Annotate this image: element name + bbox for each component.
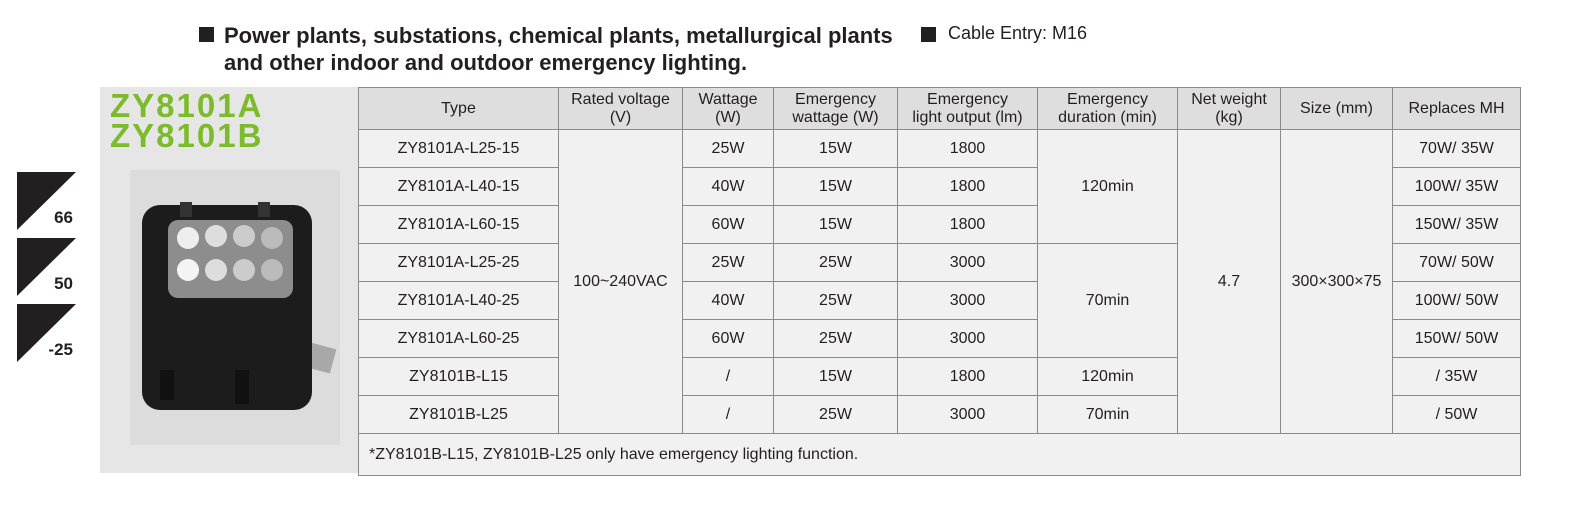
badge-value: 66 <box>54 208 73 227</box>
emergency-wattage-cell: 15W <box>773 129 898 168</box>
wattage-cell: / <box>682 395 774 434</box>
type-cell: ZY8101A-L60-15 <box>358 205 559 244</box>
badge-icon <box>17 304 76 362</box>
type-cell: ZY8101A-L60-25 <box>358 319 559 358</box>
bullet <box>199 27 214 42</box>
header-cell: Type <box>358 87 559 130</box>
footnote-row: *ZY8101B-L15, ZY8101B-L25 only have emer… <box>358 433 1521 476</box>
badge-value: -25 <box>48 340 73 359</box>
duration-cell: 70min <box>1037 395 1178 434</box>
header-cell: Wattage (W) <box>682 87 774 130</box>
type-cell: ZY8101A-L40-25 <box>358 281 559 320</box>
light-output-cell: 3000 <box>897 243 1038 282</box>
type-cell: ZY8101B-L25 <box>358 395 559 434</box>
emergency-wattage-cell: 25W <box>773 319 898 358</box>
type-cell: ZY8101A-L25-15 <box>358 129 559 168</box>
light-output-cell: 3000 <box>897 395 1038 434</box>
badge-icon <box>17 238 76 296</box>
table-row: ZY8101A-L40-15 40W 15W 1800 100W/ 35W <box>358 167 1521 206</box>
light-output-cell: 1800 <box>897 129 1038 168</box>
table-row: ZY8101A-L25-15 100~240VAC 25W 15W 1800 120min… <box>358 129 1521 434</box>
wattage-cell: 60W <box>682 319 774 358</box>
emergency-wattage-cell: 15W <box>773 357 898 396</box>
duration-cell: 70min <box>1037 243 1178 358</box>
badge: IP 66 <box>17 170 76 230</box>
replaces-cell: 70W/ 50W <box>1392 243 1521 282</box>
table-row: ZY8101A-L60-15 60W 15W 1800 150W/ 35W <box>358 205 1521 244</box>
replaces-cell: 70W/ 35W <box>1392 129 1521 168</box>
emergency-wattage-cell: 25W <box>773 243 898 282</box>
bullet <box>921 27 936 42</box>
type-cell: ZY8101A-L40-15 <box>358 167 559 206</box>
product-image <box>130 170 340 445</box>
duration-cell: 120min <box>1037 357 1178 396</box>
emergency-wattage-cell: 25W <box>773 395 898 434</box>
model-name: ZY8101A <box>110 87 264 124</box>
size-cell: 300×300×75 <box>1280 129 1393 434</box>
table-row: ZY8101A-L60-25 60W 25W 3000 150W/ 50W <box>358 319 1521 358</box>
table-row: ZY8101A-L25-25 25W 25W 3000 70min 70W/ 50W <box>358 243 1521 358</box>
emergency-wattage-cell: 15W <box>773 167 898 206</box>
replaces-cell: 100W/ 50W <box>1392 281 1521 320</box>
header-cell: Emergency wattage (W) <box>773 87 898 130</box>
replaces-cell: 150W/ 35W <box>1392 205 1521 244</box>
light-output-cell: 1800 <box>897 167 1038 206</box>
light-output-cell: 3000 <box>897 281 1038 320</box>
footnote: *ZY8101B-L15, ZY8101B-L25 only have emer… <box>358 433 1521 476</box>
model-name: ZY8101B <box>110 117 264 154</box>
replaces-cell: 150W/ 50W <box>1392 319 1521 358</box>
header-cell: Size (mm) <box>1280 87 1393 130</box>
badge-label: Ta <box>19 302 47 330</box>
wattage-cell: 25W <box>682 243 774 282</box>
wattage-cell: 40W <box>682 281 774 320</box>
badge: Ta -25 <box>17 302 76 362</box>
emergency-wattage-cell: 15W <box>773 205 898 244</box>
badge-label: IP <box>19 170 43 198</box>
spec-table: Type Rated voltage (V) Wattage (W) Emergenc… <box>358 87 1521 476</box>
wattage-cell: 40W <box>682 167 774 206</box>
replaces-cell: / 35W <box>1392 357 1521 396</box>
wattage-cell: / <box>682 357 774 396</box>
header-cell: Emergency duration (min) <box>1037 87 1178 130</box>
header-cell: Emergency light output (lm) <box>897 87 1038 130</box>
header-cell: Replaces MH <box>1392 87 1521 130</box>
duration-cell: 120min <box>1037 129 1178 244</box>
wattage-cell: 25W <box>682 129 774 168</box>
badge-icon <box>17 172 76 230</box>
type-cell: ZY8101B-L15 <box>358 357 559 396</box>
badge-label: Ta <box>19 236 47 264</box>
light-output-cell: 1800 <box>897 357 1038 396</box>
badge: Ta 50 <box>17 236 76 296</box>
header-cell: Net weight (kg) <box>1177 87 1281 130</box>
table-row: ZY8101B-L15 /15W 1800 120min / 35W <box>358 357 1521 396</box>
header-cell: Rated voltage (V) <box>558 87 683 130</box>
type-cell: ZY8101A-L25-25 <box>358 243 559 282</box>
replaces-cell: 100W/ 35W <box>1392 167 1521 206</box>
replaces-cell: / 50W <box>1392 395 1521 434</box>
weight-cell: 4.7 <box>1177 129 1281 434</box>
table-row: ZY8101B-L25 /25W 3000 70min / 50W <box>358 395 1521 434</box>
light-output-cell: 1800 <box>897 205 1038 244</box>
emergency-wattage-cell: 25W <box>773 281 898 320</box>
voltage-cell: 100~240VAC <box>558 129 683 434</box>
cable-entry: Cable Entry: M16 <box>948 23 1088 43</box>
header-row: Type Rated voltage (V) Wattage (W) Emergenc… <box>358 87 1521 130</box>
table-row: ZY8101A-L40-25 40W 25W 3000 100W/ 50W <box>358 281 1521 320</box>
application-text: Power plants, substations, chemical plan… <box>224 23 893 75</box>
wattage-cell: 60W <box>682 205 774 244</box>
badge-value: 50 <box>54 274 73 293</box>
light-output-cell: 3000 <box>897 319 1038 358</box>
